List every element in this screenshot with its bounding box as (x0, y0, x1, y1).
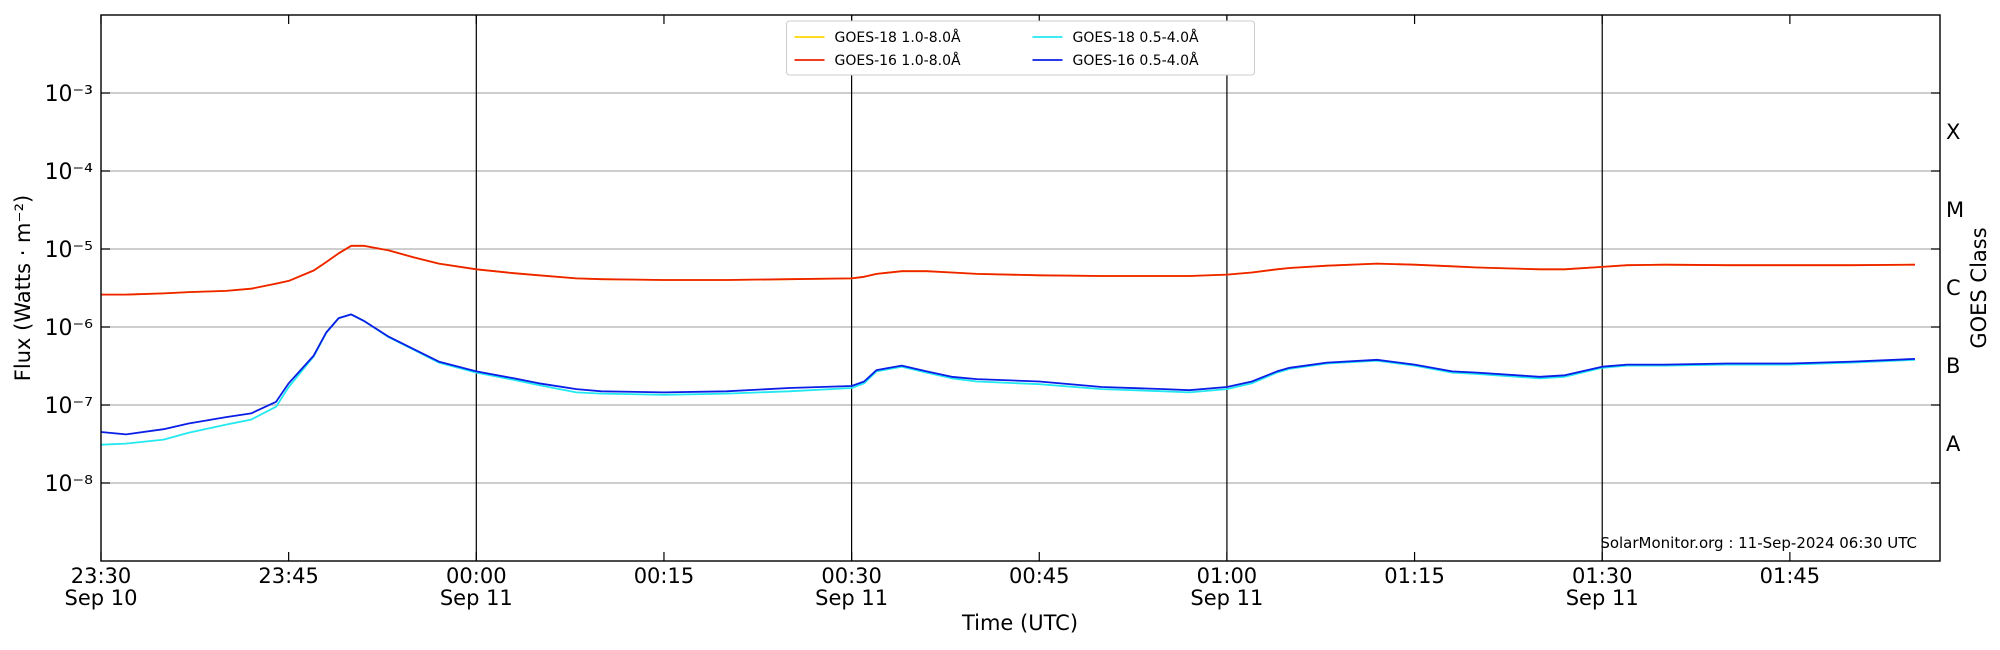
legend-label: GOES-18 1.0-8.0Å (835, 29, 961, 46)
y-tick-label: 10⁻⁸ (45, 472, 94, 497)
series-line (101, 244, 1916, 296)
x-tick-label: 01:15 (1384, 564, 1445, 588)
legend: GOES-18 1.0-8.0Å GOES-16 1.0-8.0Å GOES-18 … (786, 20, 1255, 76)
y2-tick-label: A (1946, 432, 1961, 456)
x-tick-label: 00:15 (634, 564, 695, 588)
legend-label: GOES-16 1.0-8.0Å (835, 52, 961, 69)
legend-box (786, 20, 1255, 76)
y-tick-label: 10⁻⁵ (45, 238, 93, 263)
x-tick-label: 00:30 Sep 11 (815, 564, 888, 610)
plot-frame (100, 14, 1941, 562)
y2-axis-label: GOES Class (1967, 227, 1991, 348)
x-tick-label: 00:45 (1009, 564, 1070, 588)
x-tick-label: 00:00 Sep 11 (440, 564, 513, 610)
y2-tick-label: M (1946, 198, 1964, 222)
legend-label: GOES-18 0.5-4.0Å (1073, 29, 1199, 46)
x-tick-label: 01:00 Sep 11 (1190, 564, 1263, 610)
y-tick-label: 10⁻⁷ (45, 394, 93, 419)
y-tick-label: 10⁻⁶ (45, 316, 94, 341)
y2-tick-label: C (1946, 276, 1961, 300)
series-line (101, 244, 1916, 296)
x-tick-label: 01:45 (1760, 564, 1821, 588)
annotation: SolarMonitor.org : 11-Sep-2024 06:30 UTC (1600, 534, 1917, 552)
y2-tick-label: B (1946, 354, 1960, 378)
series-line (100, 313, 1916, 436)
x-tick-label: 23:45 (258, 564, 319, 588)
x-tick-label: 23:30 Sep 10 (65, 564, 138, 610)
y2-tick-label: X (1946, 120, 1960, 144)
x-axis-label: Time (UTC) (961, 611, 1078, 635)
y-axis-label: Flux (Watts · m⁻²) (11, 195, 35, 381)
legend-label: GOES-16 0.5-4.0Å (1073, 52, 1199, 69)
y-tick-label: 10⁻⁴ (45, 160, 94, 185)
x-tick-label: 01:30 Sep 11 (1566, 564, 1639, 610)
y-tick-label: 10⁻³ (45, 82, 93, 107)
